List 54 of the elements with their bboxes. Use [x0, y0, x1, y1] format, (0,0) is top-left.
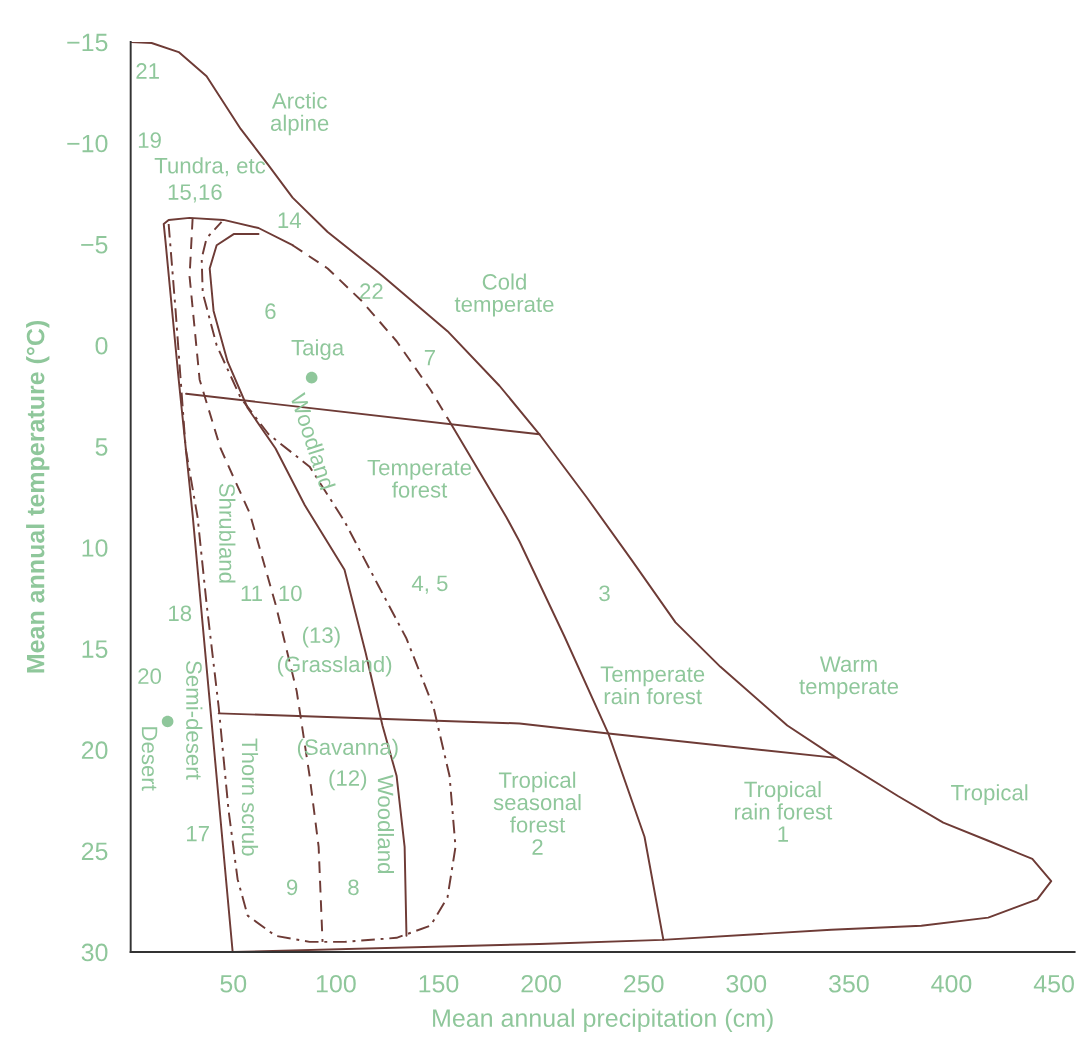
annotation: 14 [278, 212, 301, 228]
annotation: (12) [329, 769, 367, 791]
annotation: 4, 5 [411, 575, 448, 594]
annotation: Tropical seasonal forest 2 [493, 771, 581, 855]
annotation: Temperate forest [367, 459, 472, 498]
annotation: 18 [169, 605, 192, 622]
annotation: Woodland [377, 774, 395, 873]
annotation: Cold temperate [454, 273, 554, 317]
annotation: Desert [141, 727, 158, 791]
y-tick-label: 25 [81, 842, 108, 861]
y-tick-label: −5 [81, 236, 108, 254]
x-tick-label: 350 [828, 974, 869, 993]
y-tick-label: 0 [95, 336, 108, 355]
y-tick-label: 10 [82, 539, 108, 557]
x-tick-label: 200 [521, 974, 561, 993]
annotation: Tropical rain forest 1 [735, 780, 833, 842]
annotation: Thorn scrub [241, 738, 259, 856]
x-tick-label: 100 [316, 974, 356, 993]
annotation: 17 [187, 825, 209, 842]
annotation: Shrubland [219, 483, 236, 583]
annotation: Arctic alpine [270, 92, 329, 136]
annotation: Semi-desert [186, 661, 203, 780]
annotation: 9 [286, 879, 298, 896]
y-axis-title: Mean annual temperature (°C) [26, 320, 50, 673]
x-tick-label: 400 [931, 974, 972, 993]
annotation: Warm temperate [799, 656, 899, 699]
x-tick-label: 450 [1033, 974, 1074, 993]
y-tick-label: 15 [82, 640, 108, 658]
annotation: 19 [138, 132, 161, 149]
y-tick-label: −10 [67, 134, 108, 153]
annotation: Tundra, etc [154, 157, 266, 177]
annotation: 3 [599, 585, 610, 602]
x-tick-label: 250 [624, 974, 664, 993]
annotation: 8 [348, 879, 359, 896]
annotation: 22 [360, 283, 383, 299]
x-axis-title: Mean annual precipitation (cm) [433, 1008, 773, 1032]
x-tick-label: 300 [726, 974, 767, 993]
y-tick-label: 5 [95, 438, 108, 456]
annotation: 11 [241, 585, 262, 601]
annotation: Temperate rain forest [600, 666, 705, 705]
annotation: Tropical [951, 784, 1028, 805]
x-tick-label: 50 [220, 974, 247, 993]
annotation: 6 [265, 303, 276, 320]
annotation: 10 [279, 585, 302, 602]
annotation: 21 [136, 63, 159, 79]
y-tick-label: 30 [81, 943, 108, 962]
x-tick-label: 150 [419, 974, 459, 993]
y-tick-label: −15 [67, 33, 108, 52]
annotation: Taiga [291, 339, 345, 360]
annotation: 7 [424, 350, 435, 366]
annotation: 15,16 [168, 184, 222, 203]
annotation: 20 [138, 668, 162, 685]
annotation: (13) [302, 626, 340, 648]
y-tick-label: 20 [81, 741, 108, 760]
